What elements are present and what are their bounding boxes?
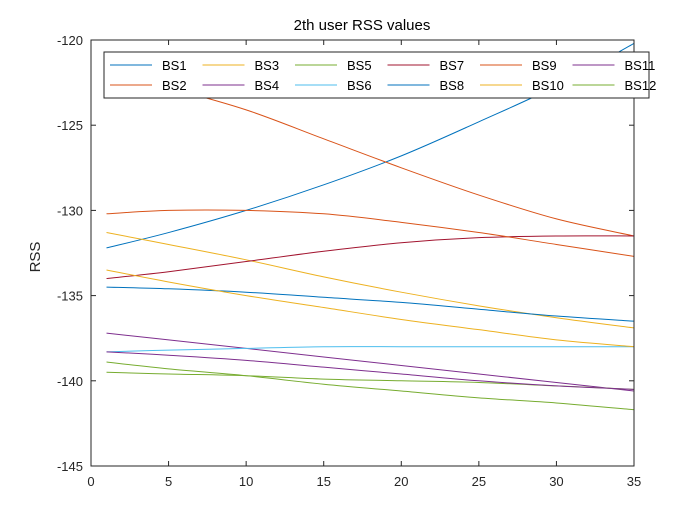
legend-label-bs9: BS9 bbox=[532, 58, 557, 73]
x-tick-label: 5 bbox=[165, 474, 172, 489]
series-line-bs8 bbox=[106, 286, 634, 322]
legend-label-bs10: BS10 bbox=[532, 78, 564, 93]
x-tick-label: 0 bbox=[87, 474, 94, 489]
x-tick-label: 35 bbox=[627, 474, 641, 489]
x-tick-label: 30 bbox=[549, 474, 563, 489]
series-lines bbox=[106, 42, 634, 411]
plot-area: 0 5 10 15 20 25 30 35 -120 -125 -130 -135 -140 -145 bbox=[57, 33, 641, 489]
chart-title: 2th user RSS values bbox=[294, 17, 431, 34]
legend-label-bs6: BS6 bbox=[347, 78, 372, 93]
x-tick-label: 25 bbox=[472, 474, 486, 489]
legend-label-bs2: BS2 bbox=[162, 78, 187, 93]
series-line-bs10 bbox=[106, 269, 634, 348]
x-tick-label: 15 bbox=[316, 474, 330, 489]
series-line-bs12 bbox=[106, 361, 634, 411]
series-line-bs11 bbox=[106, 351, 634, 390]
axes-box bbox=[90, 39, 635, 467]
y-axis-label: RSS bbox=[27, 242, 44, 273]
x-tick-label: 10 bbox=[239, 474, 253, 489]
series-line-bs3 bbox=[106, 232, 634, 329]
legend-label-bs1: BS1 bbox=[162, 58, 187, 73]
legend-label-bs4: BS4 bbox=[255, 78, 280, 93]
legend-label-bs8: BS8 bbox=[440, 78, 465, 93]
series-line-bs4 bbox=[106, 332, 634, 392]
legend-box bbox=[103, 51, 650, 99]
y-tick-label: -135 bbox=[57, 289, 83, 304]
y-tick-label: -125 bbox=[57, 118, 83, 133]
series-line-bs7 bbox=[106, 235, 634, 280]
y-tick-label: -130 bbox=[57, 203, 83, 218]
y-tick-label: -145 bbox=[57, 459, 83, 474]
legend-label-bs3: BS3 bbox=[255, 58, 280, 73]
legend-label-bs5: BS5 bbox=[347, 58, 372, 73]
series-line-bs9 bbox=[106, 209, 634, 257]
y-tick-label: -120 bbox=[57, 33, 83, 48]
legend: BS1 BS2 BS3 BS4 BS5 BS6 BS7 BS8 BS9 BS10 BS11 BS12 bbox=[103, 51, 657, 99]
legend-label-bs12: BS12 bbox=[625, 78, 657, 93]
legend-label-bs7: BS7 bbox=[440, 58, 465, 73]
legend-label-bs11: BS11 bbox=[625, 58, 656, 73]
x-tick-label: 20 bbox=[394, 474, 408, 489]
y-tick-label: -140 bbox=[57, 374, 83, 389]
series-line-bs6 bbox=[106, 346, 634, 353]
